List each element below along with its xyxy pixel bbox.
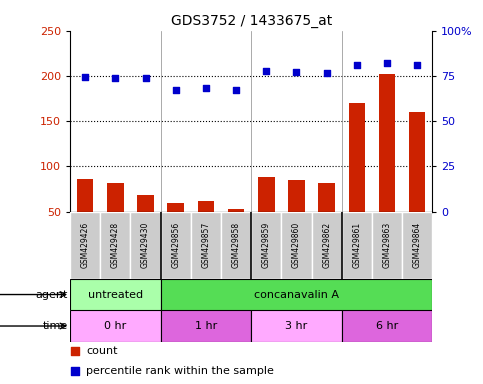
- Text: GSM429860: GSM429860: [292, 222, 301, 268]
- Text: time: time: [43, 321, 68, 331]
- Bar: [251, 212, 281, 279]
- Title: GDS3752 / 1433675_at: GDS3752 / 1433675_at: [170, 14, 332, 28]
- Text: GSM429859: GSM429859: [262, 222, 271, 268]
- Bar: [198, 201, 214, 257]
- Bar: [168, 204, 184, 257]
- Point: [112, 75, 119, 81]
- Text: GSM429426: GSM429426: [81, 222, 90, 268]
- Point: [383, 60, 391, 66]
- Point: [413, 62, 421, 68]
- Bar: [160, 279, 432, 310]
- Text: GSM429864: GSM429864: [412, 222, 422, 268]
- Text: percentile rank within the sample: percentile rank within the sample: [86, 366, 274, 376]
- Bar: [137, 195, 154, 257]
- Bar: [100, 212, 130, 279]
- Text: GSM429428: GSM429428: [111, 222, 120, 268]
- Text: GSM429861: GSM429861: [352, 222, 361, 268]
- Bar: [228, 209, 244, 257]
- Text: 3 hr: 3 hr: [285, 321, 308, 331]
- Point: [293, 69, 300, 75]
- Bar: [70, 310, 160, 342]
- Bar: [318, 183, 335, 257]
- Point: [262, 68, 270, 74]
- Text: GSM429858: GSM429858: [231, 222, 241, 268]
- Text: GSM429856: GSM429856: [171, 222, 180, 268]
- Bar: [70, 279, 160, 310]
- Bar: [342, 310, 432, 342]
- Point: [323, 70, 330, 76]
- Bar: [70, 212, 100, 279]
- Text: GSM429862: GSM429862: [322, 222, 331, 268]
- Bar: [258, 177, 274, 257]
- Bar: [221, 212, 251, 279]
- Text: GSM429857: GSM429857: [201, 222, 211, 268]
- Point: [71, 348, 79, 354]
- Bar: [288, 180, 305, 257]
- Bar: [77, 179, 93, 257]
- Bar: [130, 212, 160, 279]
- Bar: [191, 212, 221, 279]
- Bar: [372, 212, 402, 279]
- Bar: [281, 212, 312, 279]
- Point: [71, 367, 79, 374]
- Bar: [160, 310, 251, 342]
- Text: count: count: [86, 346, 118, 356]
- Point: [172, 87, 180, 93]
- Bar: [312, 212, 342, 279]
- Bar: [402, 212, 432, 279]
- Bar: [342, 212, 372, 279]
- Point: [81, 74, 89, 80]
- Point: [353, 62, 361, 68]
- Text: untreated: untreated: [88, 290, 143, 300]
- Bar: [160, 212, 191, 279]
- Bar: [349, 103, 365, 257]
- Text: concanavalin A: concanavalin A: [254, 290, 339, 300]
- Text: GSM429430: GSM429430: [141, 222, 150, 268]
- Text: agent: agent: [35, 290, 68, 300]
- Bar: [379, 74, 395, 257]
- Point: [142, 75, 149, 81]
- Text: 0 hr: 0 hr: [104, 321, 127, 331]
- Text: 6 hr: 6 hr: [376, 321, 398, 331]
- Bar: [409, 112, 426, 257]
- Bar: [251, 310, 342, 342]
- Point: [202, 85, 210, 91]
- Text: GSM429863: GSM429863: [383, 222, 392, 268]
- Bar: [107, 183, 124, 257]
- Text: 1 hr: 1 hr: [195, 321, 217, 331]
- Point: [232, 87, 240, 93]
